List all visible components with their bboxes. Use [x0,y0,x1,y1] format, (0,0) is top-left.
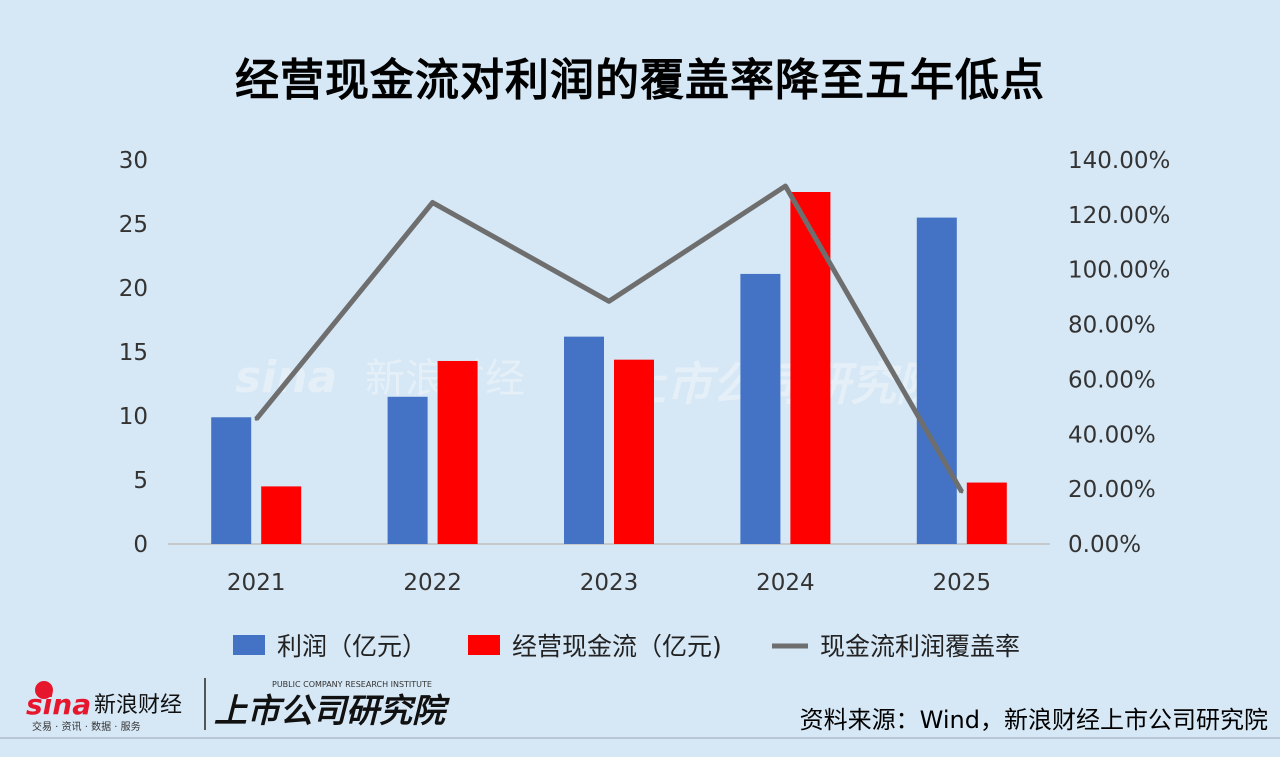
institute-logo-text: 上市公司研究院 [214,691,450,730]
cashflow-bar [614,359,654,544]
legend-label: 现金流利润覆盖率 [820,632,1020,661]
y-right-tick-label: 0.00% [1068,532,1141,558]
profit-bar [740,273,781,544]
x-tick-label: 2021 [227,570,286,596]
sina-eye-icon [35,681,53,699]
watermark-institute: 上市公司研究院 [620,357,949,411]
y-right-tick-label: 40.00% [1068,422,1156,448]
y-left-tick-label: 15 [119,340,148,366]
legend-swatch [468,635,500,655]
sina-tagline: 交易 · 资讯 · 数据 · 服务 [32,720,141,733]
y-right-tick-label: 140.00% [1068,148,1170,174]
cashflow-bar [261,486,302,544]
coverage-line-path [254,183,964,494]
y-right-tick-label: 120.00% [1068,203,1170,229]
y-right-tick-label: 60.00% [1068,367,1156,393]
x-axis-ticks: 2021 2022 2023 2024 2025 [227,570,991,596]
coverage-point [960,490,964,494]
y-right-tick-label: 20.00% [1068,477,1156,503]
y-left-tick-label: 10 [119,404,148,430]
cashflow-bar [966,482,1007,544]
y-axis-right: 0.00% 20.00% 40.00% 60.00% 80.00% 100.00% 120.… [1068,148,1170,558]
y-right-tick-label: 100.00% [1068,258,1170,284]
y-left-tick-label: 20 [119,276,148,302]
coverage-point [254,417,258,421]
profit-bar [564,336,604,544]
profit-bar [916,217,957,544]
footer-divider [0,737,1280,739]
sina-logo-text: sina [26,688,91,721]
y-left-tick-label: 0 [133,532,148,558]
sina-logo-cn: 新浪财经 [94,693,182,718]
x-tick-label: 2022 [403,570,462,596]
coverage-point [431,201,435,205]
chart-title: 经营现金流对利润的覆盖率降至五年低点 [235,55,1045,106]
y-axis-left: 0 5 10 15 20 25 30 [119,148,148,558]
bars [211,192,1007,544]
y-left-tick-label: 5 [133,468,148,494]
cashflow-bar [790,192,831,544]
sina-logo: sina 新浪财经 交易 · 资讯 · 数据 · 服务 [26,681,182,733]
y-right-tick-label: 80.00% [1068,313,1156,339]
legend-label: 利润（亿元） [277,632,427,661]
x-tick-label: 2024 [756,570,815,596]
coverage-point [607,299,611,303]
coverage-point [783,184,787,188]
profit-bar [211,417,252,544]
x-tick-label: 2023 [580,570,639,596]
y-left-tick-label: 25 [119,212,148,238]
legend-swatch [233,635,265,655]
institute-logo: PUBLIC COMPANY RESEARCH INSTITUTE 上市公司研究… [214,680,450,730]
institute-en: PUBLIC COMPANY RESEARCH INSTITUTE [272,680,432,689]
source-note: 资料来源：Wind，新浪财经上市公司研究院 [799,706,1268,734]
logo-divider [204,678,206,730]
y-left-tick-label: 30 [119,148,148,174]
profit-bar [387,396,428,544]
watermark-sina: sina [235,352,337,403]
legend: 利润（亿元） 经营现金流（亿元) 现金流利润覆盖率 [233,632,1020,661]
watermark: sina 新浪财经 上市公司研究院 [235,352,949,411]
x-tick-label: 2025 [933,570,992,596]
legend-label: 经营现金流（亿元) [512,632,722,661]
coverage-line [254,183,964,494]
cashflow-bar [437,360,478,544]
